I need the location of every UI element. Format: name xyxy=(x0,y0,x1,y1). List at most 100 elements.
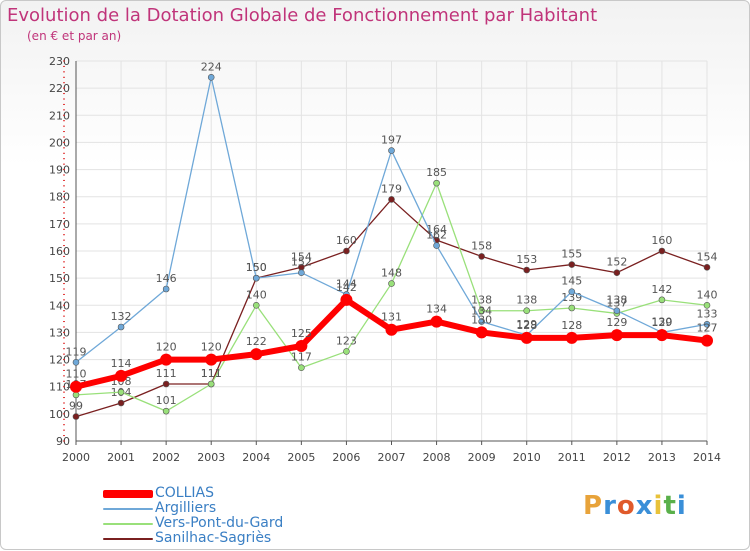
data-point-vers-pont-du-gard xyxy=(162,407,170,415)
data-point-collias xyxy=(160,353,173,366)
logo-letter: r xyxy=(603,491,617,521)
data-point-sanilhac-sagries xyxy=(523,266,531,274)
data-label-sanilhac-sagries: 111 xyxy=(156,367,177,380)
data-label-vers-pont-du-gard: 101 xyxy=(156,394,177,407)
y-tick-label: 100 xyxy=(49,408,70,421)
x-tick-label: 2012 xyxy=(603,451,631,464)
data-point-argilliers xyxy=(703,320,711,328)
x-tick-label: 2014 xyxy=(693,451,721,464)
data-point-vers-pont-du-gard xyxy=(388,280,395,287)
data-label-argilliers: 162 xyxy=(426,229,447,242)
logo-letter: P xyxy=(583,491,604,521)
chart-title: Evolution de la Dotation Globale de Fonc… xyxy=(7,5,598,26)
data-label-collias: 131 xyxy=(381,311,402,324)
data-label-collias: 110 xyxy=(66,368,87,381)
data-label-collias: 120 xyxy=(156,341,177,354)
logo-letter: x xyxy=(635,491,654,521)
y-tick-label: 200 xyxy=(49,136,70,149)
x-tick-label: 2006 xyxy=(332,451,360,464)
x-tick-label: 2011 xyxy=(558,451,586,464)
y-tick-label: 180 xyxy=(49,191,70,204)
data-point-argilliers xyxy=(568,288,576,296)
data-point-argilliers xyxy=(388,147,395,154)
legend-swatch xyxy=(103,523,153,525)
data-label-sanilhac-sagries: 154 xyxy=(697,250,718,263)
y-tick-label: 160 xyxy=(49,245,70,258)
data-point-collias xyxy=(701,334,713,347)
data-point-vers-pont-du-gard xyxy=(703,301,711,309)
data-point-collias xyxy=(475,326,488,339)
data-label-collias: 129 xyxy=(606,316,627,329)
data-label-vers-pont-du-gard: 148 xyxy=(381,267,402,280)
data-point-argilliers xyxy=(207,73,215,81)
y-tick-label: 210 xyxy=(49,109,70,122)
data-label-collias: 134 xyxy=(426,303,447,316)
data-label-collias: 128 xyxy=(516,319,537,332)
data-label-vers-pont-du-gard: 117 xyxy=(291,351,312,364)
x-tick-label: 2007 xyxy=(378,451,406,464)
data-point-collias xyxy=(340,293,353,306)
data-point-argilliers xyxy=(117,323,125,331)
data-label-vers-pont-du-gard: 111 xyxy=(201,367,222,380)
data-label-sanilhac-sagries: 164 xyxy=(426,223,447,236)
legend-label: Vers-Pont-du-Gard xyxy=(155,515,284,531)
data-point-vers-pont-du-gard xyxy=(433,179,440,187)
x-tick-label: 2003 xyxy=(197,451,225,464)
data-point-collias xyxy=(295,340,308,352)
data-point-vers-pont-du-gard xyxy=(117,388,125,396)
data-point-collias xyxy=(70,380,82,393)
data-point-sanilhac-sagries xyxy=(703,263,711,271)
x-tick-label: 2005 xyxy=(287,451,315,464)
data-label-collias: 129 xyxy=(651,316,672,329)
data-label-vers-pont-du-gard: 140 xyxy=(246,288,267,301)
data-point-vers-pont-du-gard xyxy=(523,307,531,315)
data-label-argilliers: 133 xyxy=(697,307,718,320)
data-label-sanilhac-sagries: 160 xyxy=(651,234,672,247)
data-label-argilliers: 130 xyxy=(651,315,672,328)
data-label-argilliers: 132 xyxy=(111,310,132,323)
data-point-vers-pont-du-gard xyxy=(298,364,305,372)
data-label-vers-pont-du-gard: 138 xyxy=(471,294,492,307)
data-label-sanilhac-sagries: 111 xyxy=(201,367,222,380)
y-tick-label: 150 xyxy=(49,272,70,285)
x-tick-label: 2013 xyxy=(648,451,676,464)
data-point-vers-pont-du-gard xyxy=(72,391,80,399)
x-tick-label: 2000 xyxy=(62,451,90,464)
data-label-sanilhac-sagries: 160 xyxy=(336,234,357,247)
logo-letter: i xyxy=(653,491,664,521)
data-label-collias: 125 xyxy=(291,327,312,340)
data-point-sanilhac-sagries xyxy=(478,253,485,260)
data-label-argilliers: 129 xyxy=(516,318,537,331)
data-point-vers-pont-du-gard xyxy=(252,301,260,309)
data-label-argilliers: 144 xyxy=(336,277,357,290)
y-tick-label: 130 xyxy=(49,326,70,339)
data-point-vers-pont-du-gard xyxy=(568,304,576,312)
logo-letter: o xyxy=(616,491,636,521)
data-point-sanilhac-sagries xyxy=(72,413,80,420)
y-tick-label: 170 xyxy=(49,218,70,231)
data-point-sanilhac-sagries xyxy=(388,196,395,203)
data-point-sanilhac-sagries xyxy=(117,399,125,407)
data-point-sanilhac-sagries xyxy=(343,247,350,255)
y-tick-label: 220 xyxy=(49,82,70,95)
data-label-sanilhac-sagries: 158 xyxy=(471,239,492,252)
data-point-collias xyxy=(115,369,128,382)
data-label-collias: 127 xyxy=(697,322,718,335)
data-point-collias xyxy=(520,331,533,344)
data-point-argilliers xyxy=(613,307,621,315)
legend-swatch xyxy=(103,538,153,540)
legend-label: COLLIAS xyxy=(155,485,214,501)
data-label-argilliers: 145 xyxy=(561,275,582,288)
data-point-collias xyxy=(205,353,218,366)
data-point-collias xyxy=(250,348,263,361)
y-tick-label: 230 xyxy=(49,55,70,68)
data-point-argilliers xyxy=(478,318,485,325)
data-point-collias xyxy=(655,329,668,342)
data-point-argilliers xyxy=(252,274,260,282)
y-tick-label: 140 xyxy=(49,299,70,312)
data-point-argilliers xyxy=(72,358,80,366)
data-point-collias xyxy=(430,315,443,328)
data-point-vers-pont-du-gard xyxy=(343,348,350,355)
data-point-sanilhac-sagries xyxy=(658,247,666,255)
data-label-sanilhac-sagries: 155 xyxy=(561,248,582,261)
